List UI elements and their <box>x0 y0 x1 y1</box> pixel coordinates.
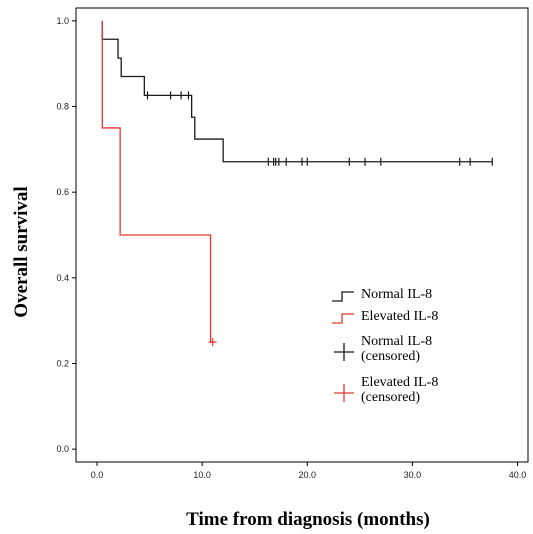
x-tick-label: 40.0 <box>509 470 527 480</box>
x-axis-title: Time from diagnosis (months) <box>186 509 430 530</box>
plot-area <box>75 7 529 463</box>
y-axis-title: Overall survival <box>11 186 32 317</box>
series-layer <box>101 20 493 343</box>
legend-label2-2: (censored) <box>361 349 420 364</box>
legend-label-2: Normal IL-8 <box>361 334 432 349</box>
series-line-0 <box>101 20 493 163</box>
legend-label-3: Elevated IL-8 <box>361 375 438 390</box>
x-tick-label: 30.0 <box>404 470 422 480</box>
y-tick-label: 1.0 <box>56 16 69 26</box>
y-tick-label: 0.4 <box>56 273 69 283</box>
x-tick-label: 0.0 <box>91 470 104 480</box>
censor-marks <box>146 91 493 347</box>
legend-line-0 <box>332 291 354 302</box>
y-tick-label: 0.8 <box>56 102 69 112</box>
y-tick-label: 0.2 <box>56 358 69 368</box>
x-tick-label: 10.0 <box>193 470 211 480</box>
series-line-1 <box>101 20 215 343</box>
legend-label-1: Elevated IL-8 <box>361 309 438 324</box>
y-axis: 0.0 0.2 0.4 0.6 0.8 1.0 <box>56 16 76 454</box>
y-tick-label: 0.6 <box>56 187 69 197</box>
y-tick-label: 0.0 <box>56 444 69 454</box>
legend-label-0: Normal IL-8 <box>361 287 432 302</box>
x-axis: 0.0 10.0 20.0 30.0 40.0 <box>91 462 526 480</box>
legend-label2-3: (censored) <box>361 390 420 405</box>
x-tick-label: 20.0 <box>298 470 316 480</box>
legend-line-1 <box>332 313 354 324</box>
